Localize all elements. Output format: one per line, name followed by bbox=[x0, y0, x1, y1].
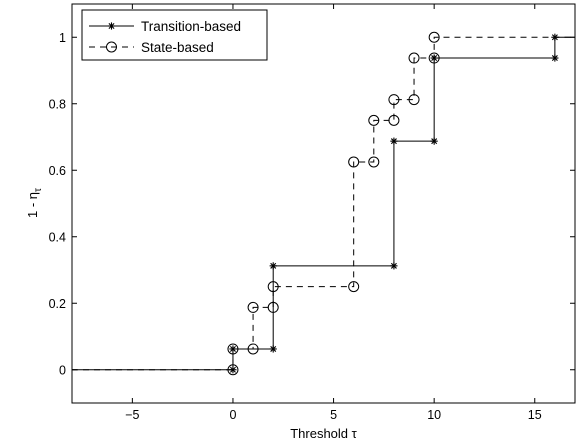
circle-marker bbox=[348, 156, 360, 168]
star-marker bbox=[551, 54, 559, 62]
legend: Transition-based State-based bbox=[81, 9, 268, 61]
y-tick-label: 0.2 bbox=[49, 297, 66, 311]
circle-marker bbox=[368, 156, 380, 168]
x-axis-label: Threshold τ bbox=[290, 426, 357, 441]
y-axis-label: 1 - ητ bbox=[25, 188, 44, 218]
legend-star-marker-stroke bbox=[108, 23, 115, 29]
y-tick-label: 1 bbox=[59, 31, 66, 45]
series-state-based bbox=[72, 31, 575, 376]
circle-marker bbox=[267, 301, 279, 313]
plot-frame bbox=[71, 3, 576, 404]
x-tick-label: 10 bbox=[427, 408, 441, 422]
legend-label-transition: Transition-based bbox=[141, 19, 241, 34]
star-marker bbox=[430, 137, 438, 145]
series-line bbox=[72, 36, 575, 371]
y-tick-label: 0.4 bbox=[49, 230, 66, 244]
star-marker bbox=[269, 345, 277, 353]
legend-star-marker bbox=[107, 22, 116, 30]
star-marker bbox=[390, 137, 398, 145]
x-tick-label: 0 bbox=[229, 408, 236, 422]
x-tick-label: −5 bbox=[125, 408, 139, 422]
series-layer bbox=[72, 31, 575, 376]
legend-sample-state bbox=[89, 41, 134, 53]
circle-marker bbox=[388, 114, 400, 126]
circle-marker bbox=[247, 301, 259, 313]
circle-marker bbox=[267, 281, 279, 293]
legend-circle-marker bbox=[106, 41, 117, 53]
x-tick-label: 15 bbox=[528, 408, 542, 422]
star-marker bbox=[269, 262, 277, 270]
star-marker-stroke bbox=[431, 138, 438, 145]
legend-label-state: State-based bbox=[141, 40, 214, 55]
circle-marker bbox=[408, 52, 420, 64]
y-axis-label-main: 1 - η bbox=[25, 192, 40, 218]
circle-marker bbox=[247, 343, 259, 355]
circle-marker bbox=[227, 343, 239, 355]
star-marker-stroke bbox=[390, 262, 397, 269]
y-tick-label: 0 bbox=[59, 363, 66, 377]
y-tick-label: 0.8 bbox=[49, 97, 66, 111]
plot-area bbox=[72, 4, 575, 403]
circle-marker bbox=[428, 52, 440, 64]
x-tick-label: 5 bbox=[330, 408, 337, 422]
legend-sample-transition bbox=[89, 22, 134, 30]
y-tick-label: 0.6 bbox=[49, 164, 66, 178]
circle-marker bbox=[227, 364, 239, 376]
star-marker-stroke bbox=[551, 55, 558, 62]
legend-items bbox=[89, 22, 134, 53]
circle-marker bbox=[348, 281, 360, 293]
y-axis-label-sub: τ bbox=[33, 188, 44, 192]
circle-marker bbox=[388, 94, 400, 106]
circle-marker bbox=[368, 114, 380, 126]
circle-marker bbox=[408, 94, 420, 106]
star-marker-stroke bbox=[270, 345, 277, 352]
star-marker bbox=[390, 262, 398, 270]
star-marker-stroke bbox=[229, 366, 236, 373]
circle-marker bbox=[428, 31, 440, 43]
svg-text:1 - ητ: 1 - ητ bbox=[25, 188, 44, 218]
star-marker-stroke bbox=[390, 138, 397, 145]
star-marker-stroke bbox=[270, 262, 277, 269]
tick-layer: −5 0 5 10 15 0 0.2 0.4 0.6 0.8 1 bbox=[49, 4, 575, 422]
